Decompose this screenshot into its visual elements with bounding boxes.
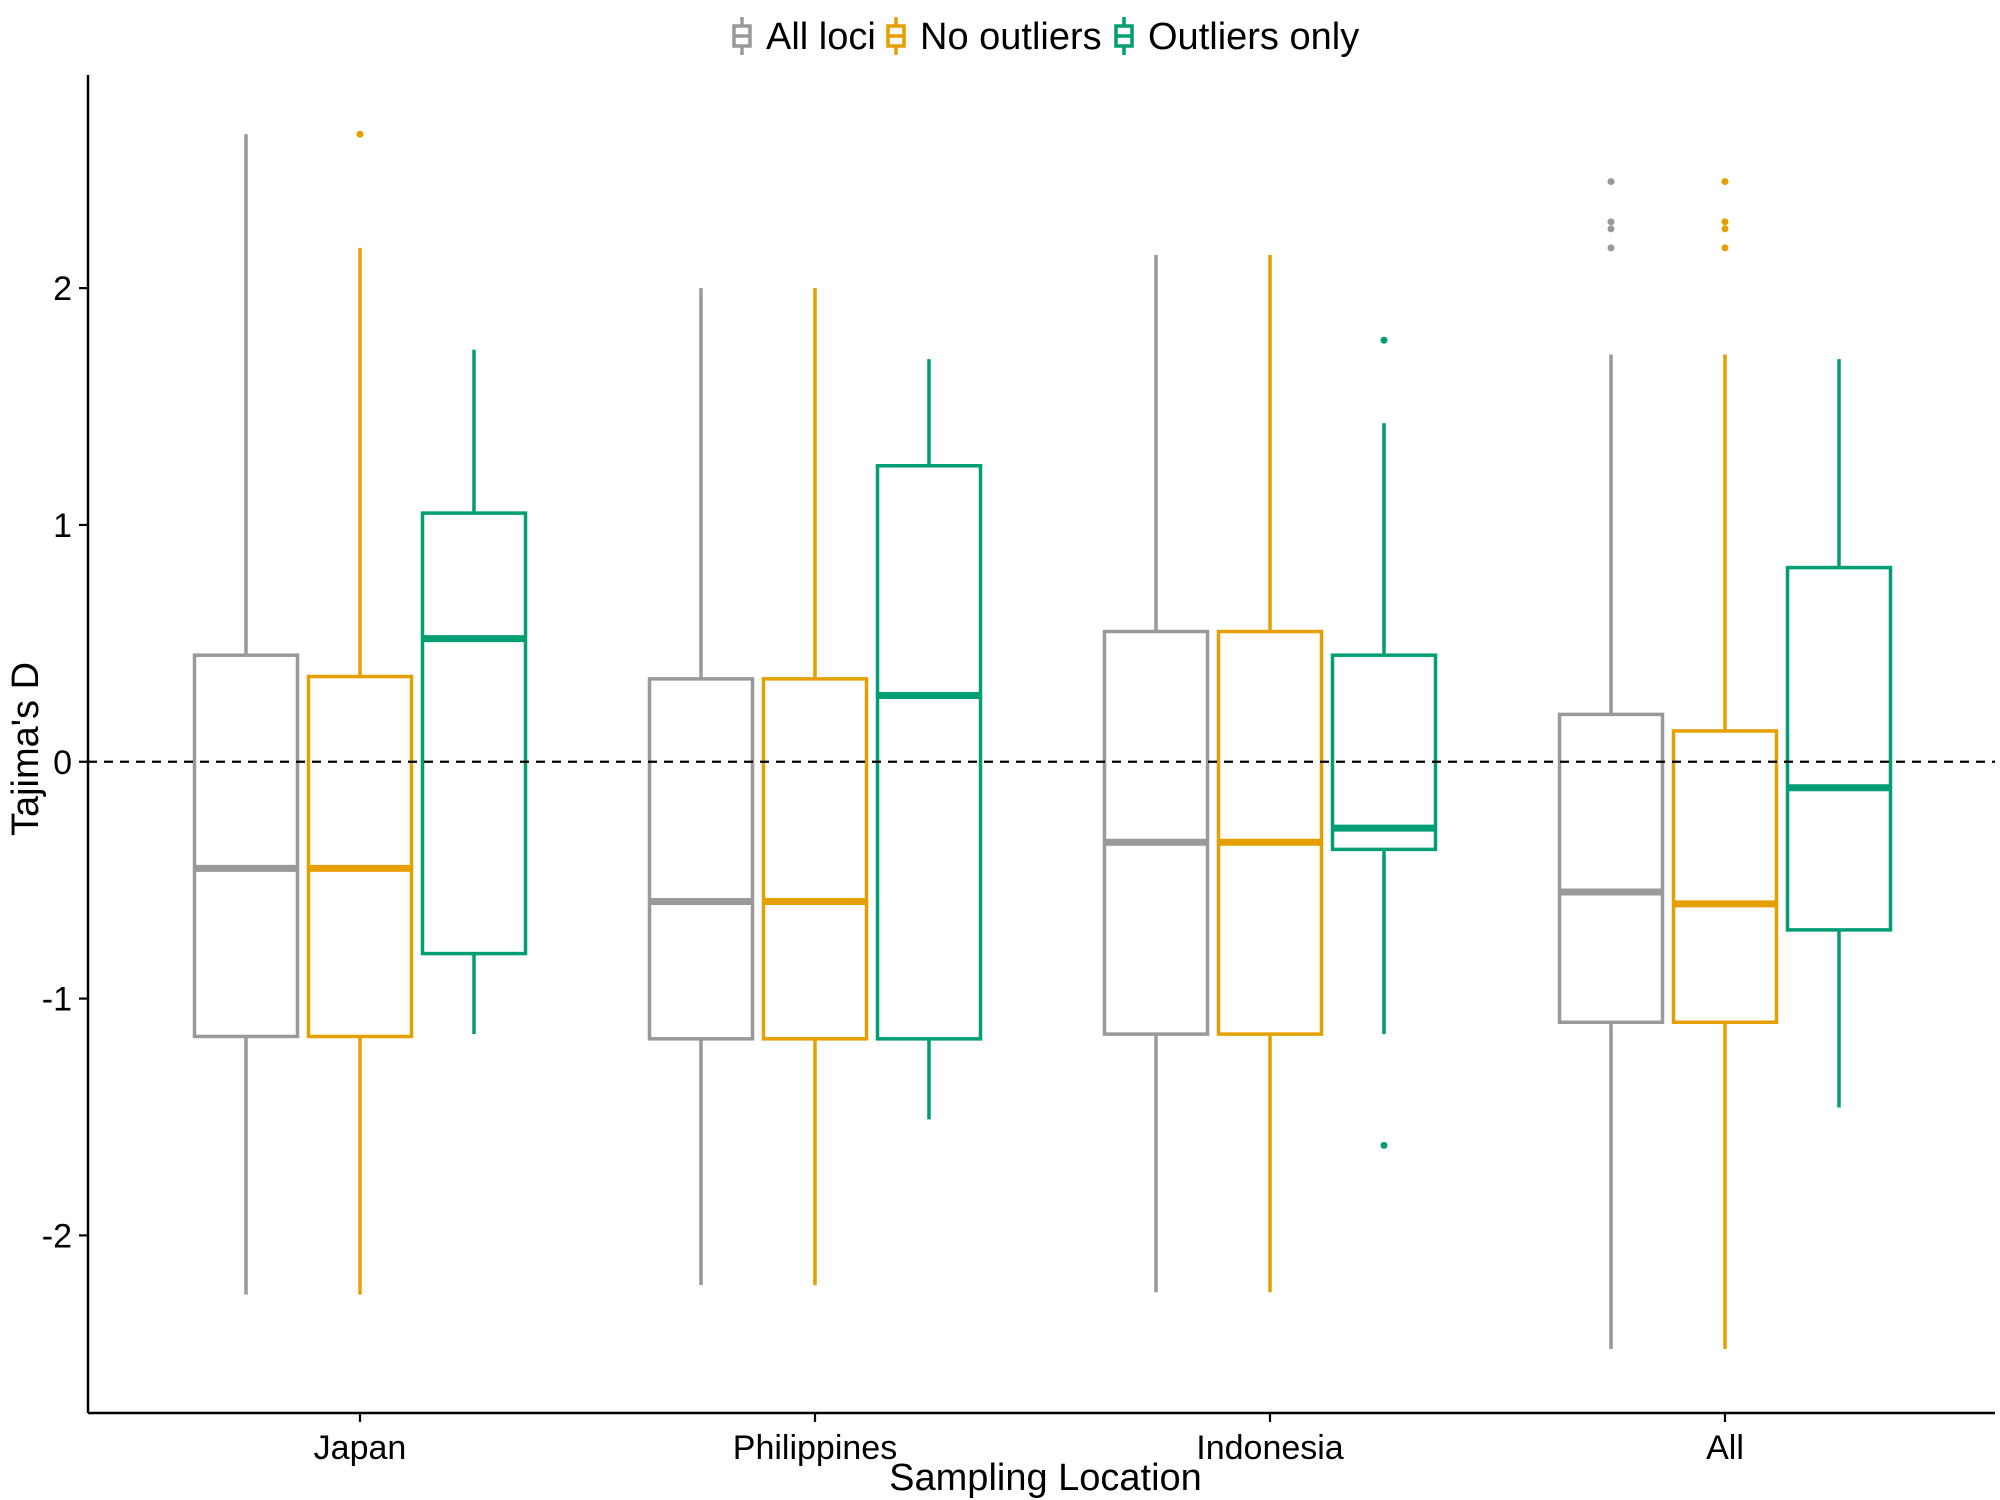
y-tick-label: 1 — [53, 507, 72, 545]
outlier-point — [1721, 178, 1729, 186]
legend-item: No outliers — [886, 16, 1102, 58]
box — [1671, 729, 1779, 1025]
legend-item: Outliers only — [1114, 16, 1359, 58]
outlier-point — [1380, 1141, 1388, 1149]
x-tick-label: Indonesia — [1196, 1429, 1344, 1467]
outlier-point — [1607, 178, 1615, 186]
series-all-loci — [192, 134, 1665, 1350]
box — [1102, 629, 1210, 1036]
outlier-point — [1607, 244, 1615, 252]
series-no-outliers — [306, 130, 1779, 1350]
box — [761, 677, 869, 1041]
outlier-point — [1380, 336, 1388, 344]
box — [306, 674, 414, 1039]
x-axis-ticks: Japan Philippines Indonesia All — [314, 1413, 1744, 1467]
legend-item: All loci — [732, 16, 876, 58]
y-tick-label: -1 — [42, 981, 72, 1019]
legend-label: Outliers only — [1148, 16, 1359, 58]
box — [875, 463, 983, 1041]
outlier-point — [1721, 225, 1729, 233]
y-axis-ticks: -2 -1 0 1 2 — [42, 270, 88, 1255]
box — [647, 677, 755, 1041]
box — [1330, 653, 1438, 852]
outlier-point — [1721, 244, 1729, 252]
legend-label: No outliers — [920, 16, 1102, 58]
x-axis-title: Sampling Location — [889, 1457, 1202, 1499]
axes — [86, 75, 1995, 1415]
legend-label: All loci — [766, 16, 876, 58]
box — [1557, 712, 1665, 1025]
series-outliers-only — [420, 336, 1893, 1149]
legend: All loci No outliers Outliers only — [732, 16, 1359, 58]
box — [1216, 629, 1324, 1036]
x-tick-label: All — [1706, 1429, 1744, 1467]
outlier-point — [1721, 218, 1729, 226]
x-tick-label: Philippines — [733, 1429, 897, 1467]
y-axis-title: Tajima's D — [5, 662, 47, 836]
y-tick-label: -2 — [42, 1217, 72, 1255]
outlier-point — [356, 130, 364, 138]
y-tick-label: 0 — [53, 744, 72, 782]
outlier-point — [1607, 218, 1615, 226]
box — [1785, 565, 1893, 932]
box — [420, 511, 528, 956]
box — [192, 653, 300, 1039]
y-tick-label: 2 — [53, 270, 72, 308]
x-tick-label: Japan — [314, 1429, 407, 1467]
plot-area — [192, 130, 1893, 1350]
outlier-point — [1607, 225, 1615, 233]
